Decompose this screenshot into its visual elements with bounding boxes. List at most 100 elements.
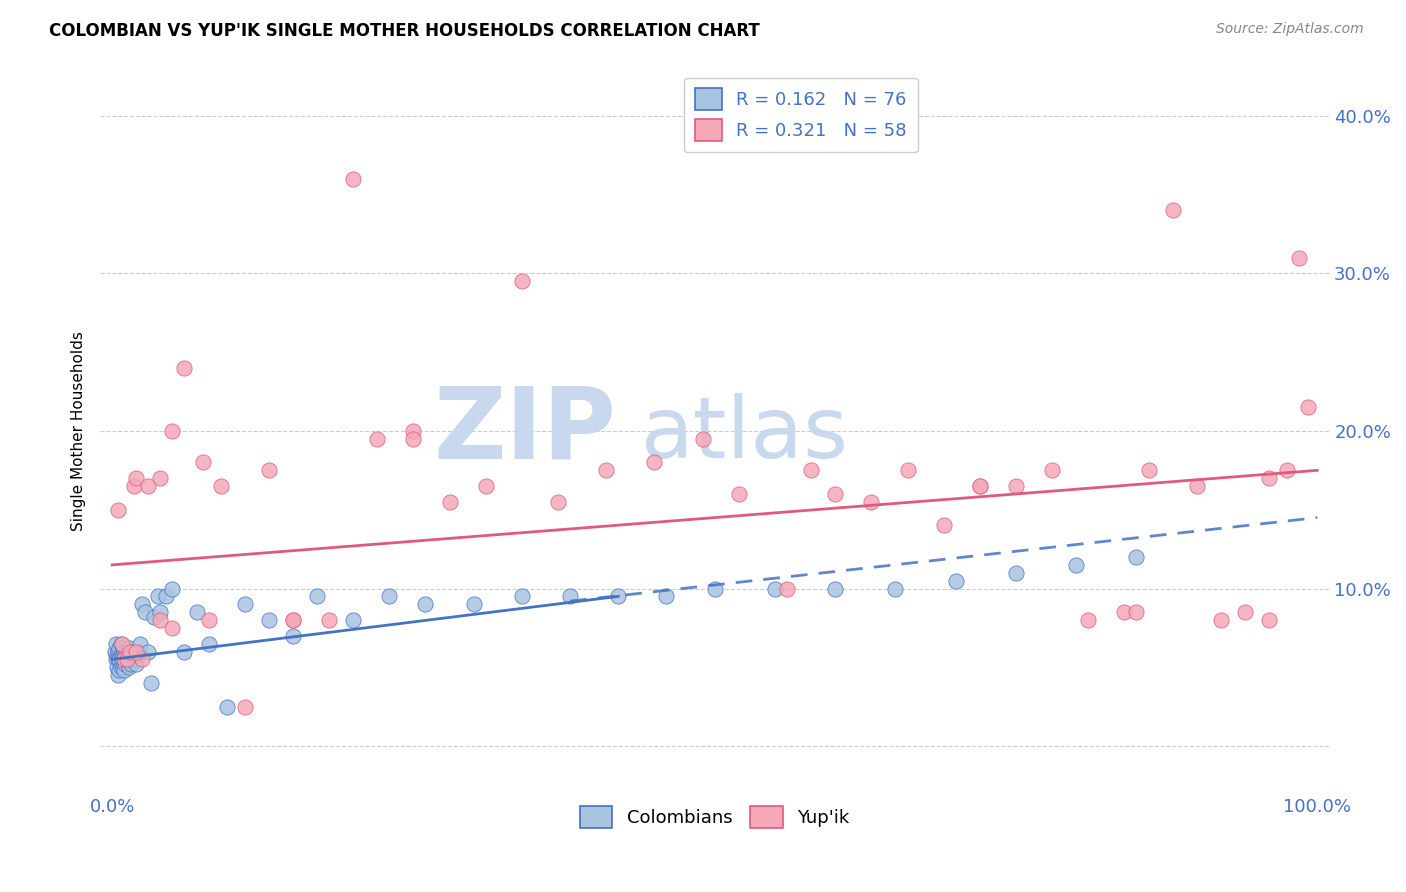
Point [162,424,184,438]
Point [1125,549,1147,564]
Point [1258,471,1281,485]
Point [1064,558,1087,572]
Point [884,582,907,596]
Point [215,699,238,714]
Point [1077,613,1099,627]
Point [139,676,162,690]
Point [932,518,955,533]
Point [257,463,280,477]
Point [131,652,153,666]
Point [945,574,967,588]
Point [197,637,219,651]
Point [896,463,918,477]
Point [191,455,214,469]
Point [1233,605,1256,619]
Point [510,274,533,288]
Point [110,660,132,674]
Point [128,637,150,651]
Point [108,641,131,656]
Point [112,644,135,658]
Point [122,644,145,658]
Point [1275,463,1298,477]
Point [281,629,304,643]
Point [692,432,714,446]
Point [124,652,146,666]
Point [111,657,134,672]
Y-axis label: Single Mother Households: Single Mother Households [72,331,86,531]
Point [117,657,139,672]
Point [107,502,129,516]
Point [125,657,148,672]
Point [118,641,141,656]
Point [378,590,401,604]
Point [112,664,135,678]
Point [1258,613,1281,627]
Point [257,613,280,627]
Point [131,597,153,611]
Point [607,590,630,604]
Point [149,605,172,619]
Point [342,613,364,627]
Point [439,495,461,509]
Point [463,597,485,611]
Point [128,644,150,658]
Point [824,487,846,501]
Point [162,621,184,635]
Point [318,613,340,627]
Point [104,652,127,666]
Text: ZIP: ZIP [433,383,616,479]
Point [197,613,219,627]
Point [120,644,142,658]
Text: COLOMBIAN VS YUP'IK SINGLE MOTHER HOUSEHOLDS CORRELATION CHART: COLOMBIAN VS YUP'IK SINGLE MOTHER HOUSEH… [49,22,761,40]
Point [173,360,195,375]
Point [1185,479,1208,493]
Point [136,479,159,493]
Point [703,582,725,596]
Point [111,652,134,666]
Point [114,657,136,672]
Point [105,648,128,662]
Point [104,637,127,651]
Point [860,495,883,509]
Point [146,590,169,604]
Point [1040,463,1063,477]
Point [547,495,569,509]
Point [209,479,232,493]
Point [115,652,138,666]
Point [1161,203,1184,218]
Point [127,648,149,662]
Point [1209,613,1232,627]
Point [155,590,177,604]
Point [104,644,127,658]
Point [107,652,129,666]
Point [510,590,533,604]
Point [1296,401,1319,415]
Point [111,660,134,674]
Point [1005,479,1028,493]
Point [120,657,142,672]
Point [366,432,388,446]
Point [1005,566,1028,580]
Point [143,610,166,624]
Point [643,455,665,469]
Point [763,582,786,596]
Point [233,699,256,714]
Point [111,648,134,662]
Point [110,648,132,662]
Point [233,597,256,611]
Point [120,652,142,666]
Point [173,644,195,658]
Point [107,668,129,682]
Point [149,471,172,485]
Point [136,644,159,658]
Point [122,479,145,493]
Point [186,605,208,619]
Point [111,641,134,656]
Text: Source: ZipAtlas.com: Source: ZipAtlas.com [1216,22,1364,37]
Point [111,637,134,651]
Point [115,644,138,658]
Point [125,644,148,658]
Point [969,479,991,493]
Point [120,644,142,658]
Point [558,590,581,604]
